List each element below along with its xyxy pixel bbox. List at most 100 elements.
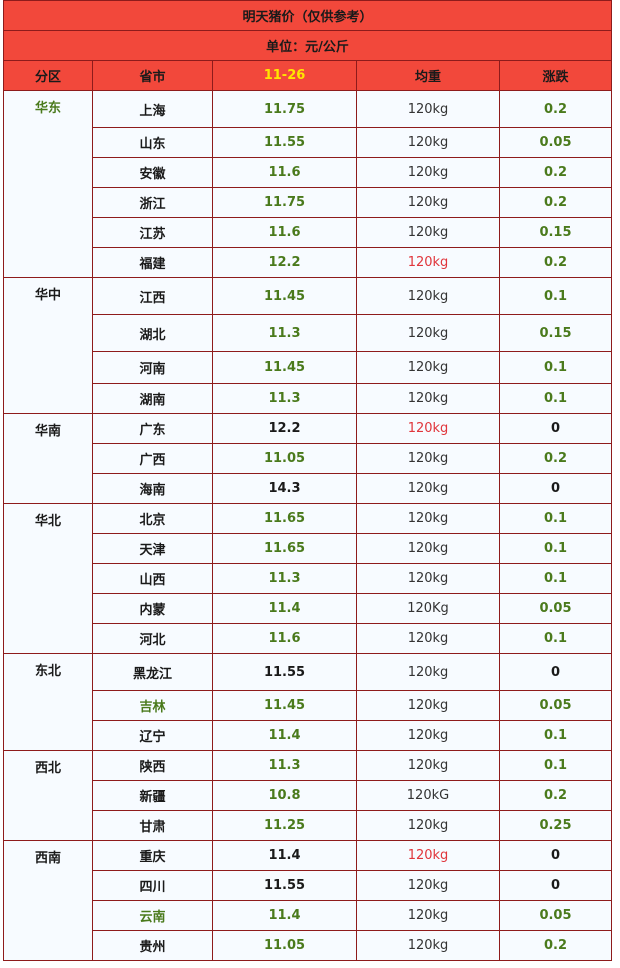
weight: 120kg [356, 810, 500, 841]
province: 四川 [92, 870, 213, 901]
price: 11.3 [212, 563, 357, 594]
change: 0.1 [499, 533, 612, 564]
province: 河南 [92, 351, 213, 384]
region: 东北 [3, 653, 93, 751]
price: 11.45 [212, 277, 357, 315]
province: 浙江 [92, 187, 213, 218]
province: 山西 [92, 563, 213, 594]
price: 10.8 [212, 780, 357, 811]
province: 江苏 [92, 217, 213, 248]
price: 12.2 [212, 247, 357, 278]
price: 11.55 [212, 653, 357, 691]
province: 海南 [92, 473, 213, 504]
province: 贵州 [92, 930, 213, 961]
price: 11.6 [212, 217, 357, 248]
weight: 120kG [356, 780, 500, 811]
region: 华东 [3, 90, 93, 278]
change: 0.1 [499, 623, 612, 654]
column-header: 11-26 [212, 60, 357, 91]
change: 0.2 [499, 157, 612, 188]
province: 内蒙 [92, 593, 213, 624]
weight: 120kg [356, 690, 500, 721]
province: 新疆 [92, 780, 213, 811]
price: 11.4 [212, 593, 357, 624]
price: 11.45 [212, 690, 357, 721]
province: 重庆 [92, 840, 213, 871]
change: 0.1 [499, 277, 612, 315]
weight: 120kg [356, 127, 500, 158]
weight: 120Kg [356, 593, 500, 624]
column-header: 分区 [3, 60, 93, 91]
change: 0.05 [499, 900, 612, 931]
price: 11.6 [212, 157, 357, 188]
province: 陕西 [92, 750, 213, 781]
column-header: 涨跌 [499, 60, 612, 91]
weight: 120kg [356, 623, 500, 654]
region: 西南 [3, 840, 93, 961]
price: 11.05 [212, 930, 357, 961]
weight: 120kg [356, 750, 500, 781]
change: 0 [499, 653, 612, 691]
change: 0 [499, 473, 612, 504]
column-header: 省市 [92, 60, 213, 91]
column-header: 均重 [356, 60, 500, 91]
unit: 单位：元/公斤 [3, 30, 612, 61]
price: 12.2 [212, 413, 357, 444]
price: 11.65 [212, 533, 357, 564]
province: 甘肃 [92, 810, 213, 841]
region: 西北 [3, 750, 93, 841]
weight: 120kg [356, 720, 500, 751]
change: 0.2 [499, 930, 612, 961]
province: 山东 [92, 127, 213, 158]
change: 0.2 [499, 187, 612, 218]
price: 11.55 [212, 127, 357, 158]
price: 11.4 [212, 720, 357, 751]
change: 0.05 [499, 690, 612, 721]
price: 11.75 [212, 187, 357, 218]
weight: 120kg [356, 413, 500, 444]
province: 安徽 [92, 157, 213, 188]
weight: 120kg [356, 900, 500, 931]
change: 0.1 [499, 383, 612, 414]
title: 明天猪价（仅供参考） [3, 0, 612, 31]
province: 吉林 [92, 690, 213, 721]
weight: 120kg [356, 870, 500, 901]
change: 0.2 [499, 780, 612, 811]
weight: 120kg [356, 90, 500, 128]
change: 0.2 [499, 90, 612, 128]
price: 11.3 [212, 314, 357, 352]
region: 华北 [3, 503, 93, 654]
province: 黑龙江 [92, 653, 213, 691]
weight: 120kg [356, 247, 500, 278]
change: 0.25 [499, 810, 612, 841]
region: 华南 [3, 413, 93, 504]
change: 0.2 [499, 443, 612, 474]
price: 11.4 [212, 840, 357, 871]
province: 北京 [92, 503, 213, 534]
weight: 120kg [356, 217, 500, 248]
change: 0 [499, 840, 612, 871]
province: 河北 [92, 623, 213, 654]
price: 14.3 [212, 473, 357, 504]
price: 11.3 [212, 750, 357, 781]
weight: 120kg [356, 563, 500, 594]
region: 华中 [3, 277, 93, 414]
change: 0.1 [499, 720, 612, 751]
weight: 120kg [356, 187, 500, 218]
weight: 120kg [356, 503, 500, 534]
weight: 120kg [356, 157, 500, 188]
weight: 120kg [356, 930, 500, 961]
province: 江西 [92, 277, 213, 315]
province: 辽宁 [92, 720, 213, 751]
price: 11.6 [212, 623, 357, 654]
province: 广东 [92, 413, 213, 444]
weight: 120kg [356, 351, 500, 384]
price: 11.75 [212, 90, 357, 128]
change: 0 [499, 870, 612, 901]
price: 11.45 [212, 351, 357, 384]
weight: 120kg [356, 383, 500, 414]
change: 0.1 [499, 563, 612, 594]
price: 11.05 [212, 443, 357, 474]
change: 0.1 [499, 503, 612, 534]
